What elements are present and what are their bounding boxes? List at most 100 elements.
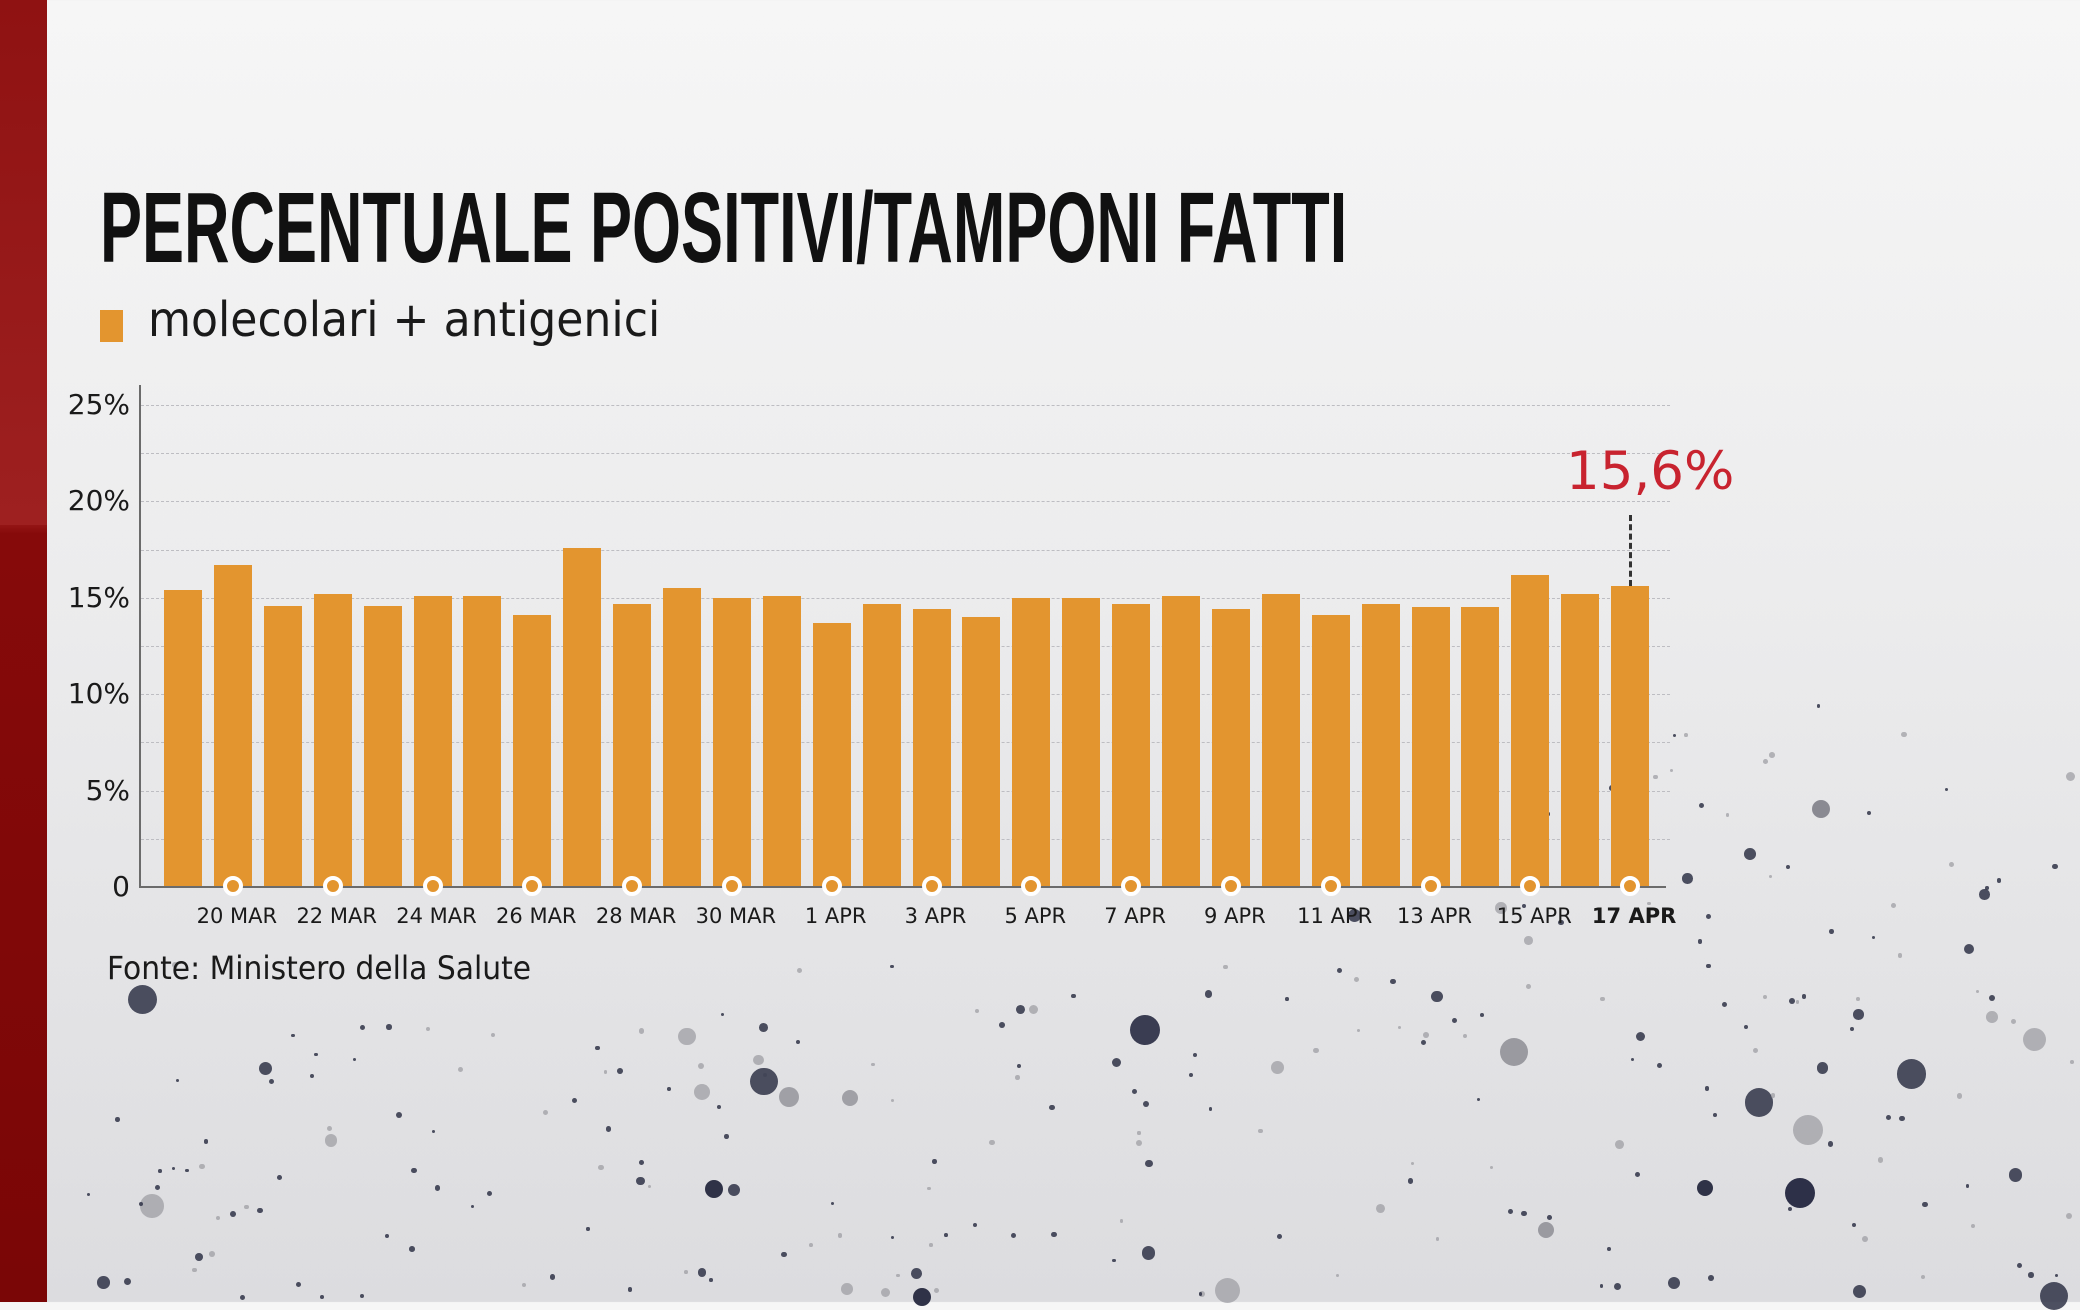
decor-dot: [1949, 861, 1955, 867]
x-tick-label: 15 APR: [1496, 904, 1572, 928]
decor-dot: [926, 1186, 931, 1191]
decor-dot: [598, 1164, 604, 1170]
decor-dot: [1812, 800, 1830, 818]
decor-dot: [257, 1207, 263, 1214]
bar: [1561, 593, 1600, 887]
decor-dot: [1708, 1275, 1714, 1282]
decor-dot: [269, 1079, 275, 1085]
decor-dot: [1525, 984, 1531, 989]
decor-dot: [158, 1169, 162, 1173]
decor-dot: [1744, 848, 1756, 861]
decor-dot: [326, 1125, 333, 1132]
decor-dot: [1407, 1178, 1414, 1184]
decor-dot: [1452, 1018, 1458, 1024]
decor-dot: [491, 1032, 496, 1037]
bar: [1511, 574, 1550, 887]
decor-dot: [1789, 998, 1795, 1005]
decor-dot: [998, 1022, 1005, 1029]
decor-dot: [1816, 704, 1821, 708]
decor-dot: [989, 1139, 996, 1146]
decor-dot: [457, 1066, 463, 1072]
bar: [962, 617, 1001, 887]
decor-dot: [123, 1277, 132, 1286]
decor-dot: [194, 1253, 203, 1262]
decor-dot: [1614, 1139, 1624, 1149]
decor-dot: [1743, 1024, 1748, 1030]
last-value-annotation: 15,6%: [1566, 441, 1735, 502]
decor-dot: [360, 1293, 365, 1299]
decor-dot: [1277, 1233, 1282, 1239]
decor-dot: [259, 1062, 273, 1076]
decor-dot: [1996, 878, 2002, 883]
legend-label: molecolari + antigenici: [148, 292, 661, 348]
source-note: Fonte: Ministero della Salute: [107, 949, 532, 987]
decor-dot: [542, 1109, 548, 1115]
decor-dot: [155, 1184, 161, 1191]
decor-dot: [1788, 1207, 1793, 1212]
decor-dot: [240, 1294, 246, 1300]
x-tick-marker: [1520, 876, 1541, 896]
gridline: [141, 597, 1670, 599]
decor-dot: [1877, 1157, 1884, 1163]
decor-dot: [1607, 1247, 1612, 1251]
decor-dot: [571, 1097, 577, 1103]
decor-dot: [1901, 731, 1907, 738]
decor-dot: [932, 1159, 937, 1164]
decor-dot: [842, 1090, 858, 1106]
decor-dot: [1697, 1180, 1713, 1196]
decor-dot: [432, 1129, 436, 1133]
decor-dot: [1010, 1232, 1016, 1238]
decor-dot: [1015, 1075, 1020, 1080]
bar: [1012, 597, 1051, 887]
decor-dot: [1490, 1165, 1494, 1169]
x-tick-label: 26 MAR: [496, 904, 577, 928]
decor-dot: [521, 1283, 527, 1288]
decor-dot: [97, 1276, 110, 1289]
decor-dot: [647, 1184, 652, 1189]
decor-dot: [809, 1242, 814, 1247]
decor-dot: [1965, 1183, 1970, 1188]
decor-dot: [1871, 935, 1876, 939]
decor-dot: [1646, 901, 1651, 906]
decor-dot: [115, 1117, 120, 1122]
decor-dot: [1199, 1292, 1203, 1296]
decor-dot: [1636, 1031, 1646, 1042]
bar: [213, 565, 252, 887]
decor-dot: [1130, 1015, 1160, 1045]
decor-dot: [1816, 1061, 1829, 1074]
decor-dot: [1347, 908, 1362, 923]
decor-dot: [1763, 759, 1768, 764]
decor-dot: [1891, 903, 1897, 909]
gridline: [141, 742, 1670, 744]
decor-dot: [1137, 1131, 1141, 1135]
decor-dot: [1667, 1276, 1681, 1290]
decor-dot: [1768, 874, 1773, 879]
decor-dot: [795, 1040, 800, 1044]
decor-dot: [709, 1277, 713, 1282]
decor-dot: [929, 1243, 933, 1247]
decor-dot: [1672, 733, 1677, 738]
decor-dot: [1017, 1064, 1022, 1069]
decor-dot: [1853, 1009, 1865, 1020]
decor-dot: [1215, 1277, 1241, 1303]
decor-dot: [310, 1073, 315, 1078]
decor-dot: [385, 1234, 390, 1239]
decor-dot: [1866, 810, 1872, 815]
decor-dot: [2052, 863, 2058, 870]
decor-dot: [140, 1194, 164, 1218]
bar: [1112, 603, 1151, 887]
gridline: [141, 405, 1670, 406]
decor-dot: [1725, 813, 1730, 817]
x-tick-label: 1 APR: [804, 904, 867, 928]
decor-dot: [1208, 1107, 1212, 1111]
bar: [463, 595, 502, 887]
decor-dot: [1199, 1291, 1206, 1298]
decor-dot: [1135, 1140, 1142, 1147]
decor-dot: [721, 1012, 725, 1016]
decor-dot: [1558, 919, 1564, 925]
x-tick-marker: [322, 876, 343, 896]
decor-dot: [750, 1067, 779, 1096]
decor-dot: [972, 1223, 978, 1228]
decor-dot: [1480, 1012, 1484, 1017]
decor-dot: [1029, 1004, 1039, 1015]
